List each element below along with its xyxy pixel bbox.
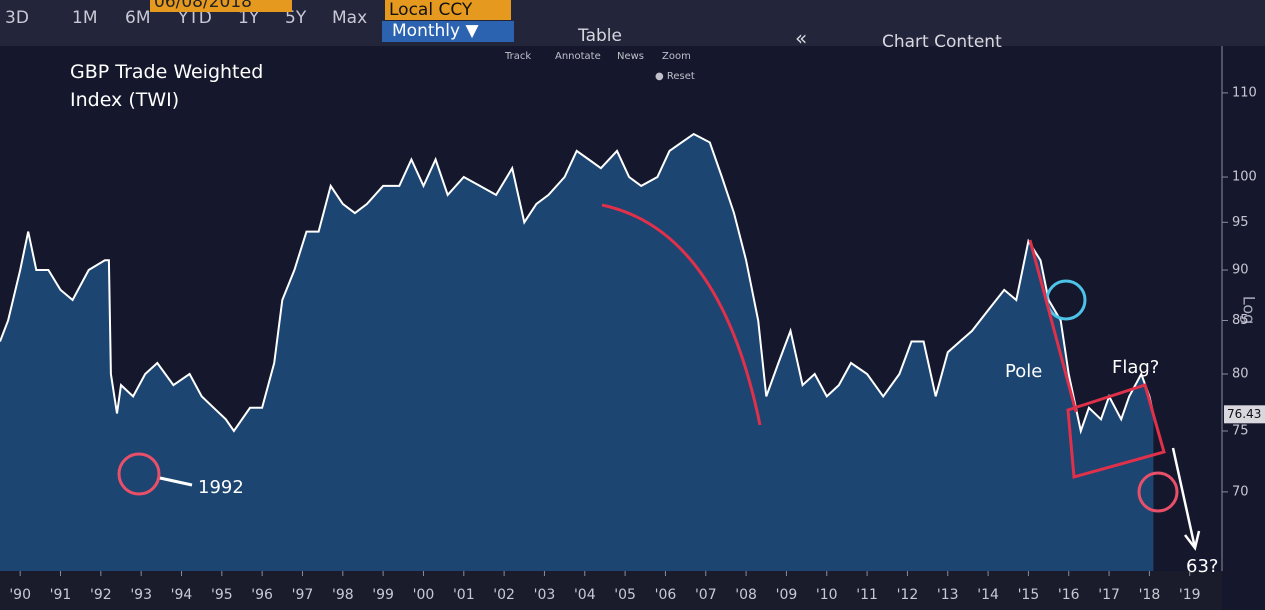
range-button[interactable]: YTD <box>178 8 212 28</box>
tool-button[interactable]: Annotate <box>555 51 601 62</box>
range-button[interactable]: 1Y <box>238 8 260 28</box>
x-axis-strip <box>0 571 1222 610</box>
x-tick-label: '12 <box>897 587 919 603</box>
x-tick-label: '04 <box>574 587 596 603</box>
x-tick-label: '99 <box>372 587 394 603</box>
chart-title: GBP Trade Weighted Index (TWI) <box>70 61 264 111</box>
y-tick-label: 90 <box>1232 263 1249 278</box>
range-button[interactable]: 3D <box>5 8 29 28</box>
annotation-curve <box>601 203 762 426</box>
x-tick-label: '17 <box>1098 587 1120 603</box>
reset-button[interactable]: ● Reset <box>655 71 695 82</box>
y-tick-label: 70 <box>1232 484 1249 499</box>
range-button[interactable]: 5Y <box>285 8 307 28</box>
annotation-flag <box>1066 383 1166 479</box>
x-tick-label: '91 <box>50 587 72 603</box>
x-tick-label: '92 <box>90 587 112 603</box>
x-tick-label: '06 <box>655 587 677 603</box>
x-tick-label: '08 <box>735 587 757 603</box>
annotation: Pole <box>1005 361 1042 382</box>
annotation: 63? <box>1186 556 1218 577</box>
x-tick-label: '94 <box>171 587 193 603</box>
x-tick-label: '03 <box>534 587 556 603</box>
annotation-arrow <box>159 476 193 487</box>
y-tick-label: 100 <box>1232 170 1257 185</box>
last-value-box <box>1224 405 1265 424</box>
x-tick-label: '97 <box>292 587 314 603</box>
x-tick-label: '93 <box>130 587 152 603</box>
date-field[interactable]: 06/08/2018 <box>150 0 292 12</box>
range-button[interactable]: Max <box>332 8 368 28</box>
annotation: 1992 <box>198 477 244 498</box>
x-tick-label: '10 <box>816 587 838 603</box>
y-tick-label: 85 <box>1232 313 1249 328</box>
x-tick-label: '15 <box>1018 587 1040 603</box>
x-tick-label: '95 <box>211 587 233 603</box>
line <box>0 132 1155 435</box>
currency-select[interactable]: Local CCY <box>385 0 511 20</box>
x-tick-label: '96 <box>251 587 273 603</box>
x-tick-label: '09 <box>776 587 798 603</box>
area <box>0 134 1154 571</box>
tool-button[interactable]: News <box>617 51 645 62</box>
range-button[interactable]: 6M <box>125 8 151 28</box>
annotation-arrow <box>1171 447 1201 551</box>
x-tick-label: '05 <box>614 587 636 603</box>
x-tick-label: '07 <box>695 587 717 603</box>
x-tick-label: '90 <box>9 587 31 603</box>
reset-label: Reset <box>666 71 695 82</box>
tool-button[interactable]: Zoom <box>662 51 691 62</box>
tool-button[interactable]: Track <box>505 51 532 62</box>
x-tick-label: '18 <box>1139 587 1161 603</box>
frequency-select[interactable]: Monthly ▼ <box>382 21 514 42</box>
plot <box>0 132 1155 571</box>
annotation: Flag? <box>1112 357 1159 378</box>
last-value-label: 76.43 <box>1227 407 1261 421</box>
x-tick-label: '01 <box>453 587 475 603</box>
x-tick-label: '02 <box>493 587 515 603</box>
annotation-circle <box>1137 471 1179 513</box>
x-tick-label: '19 <box>1179 587 1201 603</box>
y-axis-label: Log <box>1240 296 1259 325</box>
collapse-button[interactable]: « <box>795 26 808 50</box>
annotation-pole <box>1028 239 1078 413</box>
table-button[interactable]: Table <box>578 26 622 46</box>
x-tick-label: '00 <box>413 587 435 603</box>
range-button[interactable]: 1M <box>72 8 98 28</box>
x-tick-label: '16 <box>1058 587 1080 603</box>
y-tick-label: 110 <box>1232 85 1257 100</box>
x-tick-label: '11 <box>856 587 878 603</box>
x-tick-label: '98 <box>332 587 354 603</box>
x-tick-label: '13 <box>937 587 959 603</box>
y-tick-label: 75 <box>1232 423 1249 438</box>
annotation-circle <box>117 452 161 496</box>
chart-content-button[interactable]: Chart Content <box>882 32 1002 52</box>
y-tick-label: 95 <box>1232 215 1249 230</box>
x-tick-label: '14 <box>977 587 999 603</box>
y-tick-label: 80 <box>1232 367 1249 382</box>
